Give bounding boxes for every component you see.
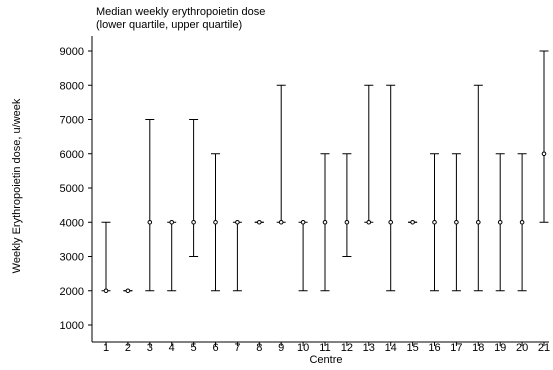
- median-marker: [519, 219, 525, 225]
- error-bar-centre-19: [495, 153, 505, 292]
- y-axis-ticks: 1000 2000 3000 4000 5000 6000 7000 8000 9000: [60, 46, 92, 332]
- x-tick-label: 19: [494, 342, 506, 354]
- y-tick-label: 8000: [60, 80, 84, 92]
- median-marker: [278, 219, 284, 225]
- x-tick-label: 21: [538, 342, 550, 354]
- x-tick-label: 13: [363, 342, 375, 354]
- x-tick-label: 4: [169, 342, 175, 354]
- median-marker: [213, 219, 218, 225]
- median-marker: [235, 219, 240, 225]
- median-marker: [344, 219, 350, 225]
- median-marker: [541, 151, 547, 157]
- error-bar-centre-4: [167, 219, 177, 292]
- y-tick-label: 1000: [60, 320, 84, 332]
- error-bar-centre-16: [430, 153, 439, 292]
- median-marker: [103, 288, 109, 294]
- x-tick-label: 11: [319, 342, 330, 354]
- error-bar-centre-20: [517, 153, 527, 292]
- error-bar-centre-5: [189, 119, 199, 257]
- x-tick-label: 1: [103, 342, 109, 354]
- error-bar-centre-15: [408, 219, 418, 225]
- chart-title: Median weekly erythropoietin dose: [96, 6, 265, 18]
- x-tick-label: 12: [341, 342, 353, 354]
- x-tick-label: 9: [278, 342, 284, 354]
- y-tick-label: 4000: [60, 217, 84, 229]
- error-bar-centre-18: [473, 84, 483, 292]
- median-marker: [257, 219, 262, 225]
- x-axis-label: Centre: [309, 354, 342, 366]
- error-bar-centre-17: [451, 153, 461, 292]
- x-tick-label: 6: [212, 342, 218, 354]
- error-bar-centre-6: [211, 153, 220, 292]
- chart-subtitle: (lower quartile, upper quartile): [96, 19, 242, 31]
- median-marker: [366, 219, 372, 225]
- y-tick-label: 3000: [60, 252, 84, 264]
- error-bar-centre-12: [342, 153, 352, 257]
- x-tick-label: 3: [147, 342, 153, 354]
- error-bars: [101, 50, 549, 294]
- x-tick-label: 2: [125, 342, 131, 354]
- y-tick-label: 2000: [60, 286, 84, 298]
- error-bar-centre-7: [232, 219, 242, 292]
- error-bar-centre-1: [101, 221, 111, 294]
- x-tick-label: 15: [406, 342, 418, 354]
- x-tick-label: 14: [385, 342, 397, 354]
- median-marker: [432, 219, 437, 225]
- median-marker: [476, 219, 481, 225]
- x-tick-label: 18: [472, 342, 484, 354]
- error-bar-centre-9: [276, 84, 286, 225]
- error-bar-centre-10: [298, 219, 308, 292]
- error-bar-centre-2: [123, 288, 133, 294]
- x-tick-label: 5: [191, 342, 197, 354]
- median-marker: [300, 219, 306, 225]
- x-tick-label: 8: [256, 342, 262, 354]
- median-marker: [388, 219, 394, 225]
- y-tick-label: 6000: [60, 149, 84, 161]
- x-axis-ticks: 12345678910111213141516171819202122: [103, 342, 550, 354]
- median-marker: [497, 219, 503, 225]
- error-bar-centre-3: [145, 119, 155, 292]
- x-tick-label: 7: [234, 342, 240, 354]
- y-tick-label: 5000: [60, 183, 84, 195]
- error-bar-centre-14: [386, 84, 396, 292]
- x-tick-label: 20: [516, 342, 528, 354]
- error-bar-centre-13: [364, 84, 374, 225]
- median-marker: [191, 219, 196, 225]
- median-marker: [410, 219, 415, 225]
- y-tick-label: 7000: [60, 115, 84, 127]
- error-bar-centre-8: [254, 219, 264, 225]
- median-marker: [125, 288, 131, 294]
- median-marker: [454, 219, 459, 225]
- median-marker: [147, 219, 153, 225]
- x-tick-label: 17: [450, 342, 462, 354]
- y-axis-label: Weekly Erythropoietin dose, u/week: [11, 98, 23, 273]
- median-marker: [322, 219, 328, 225]
- error-bar-centre-21: [539, 50, 549, 223]
- error-bar-centre-11: [320, 153, 330, 292]
- x-tick-label: 10: [297, 342, 309, 354]
- y-tick-label: 9000: [60, 46, 84, 58]
- x-tick-label: 16: [428, 342, 440, 354]
- median-marker: [169, 219, 174, 225]
